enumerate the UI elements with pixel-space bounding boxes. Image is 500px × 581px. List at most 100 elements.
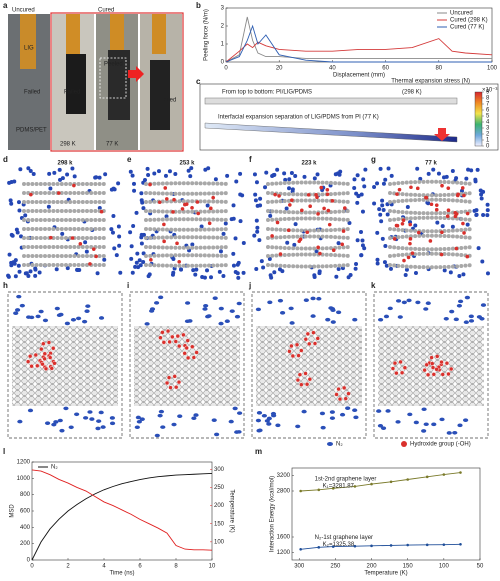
n2-molecule <box>389 173 394 178</box>
y2-tick-label: 200 <box>214 503 225 509</box>
n2-molecule <box>377 423 384 428</box>
n2-molecule <box>217 269 222 274</box>
hydroxide <box>315 195 319 200</box>
hydroxide <box>209 206 213 211</box>
n2-molecule <box>354 262 359 267</box>
n2-molecule <box>179 267 184 272</box>
hydroxide <box>288 203 292 207</box>
n2-molecule <box>28 168 33 173</box>
n2-molecule <box>132 188 137 193</box>
n2-molecule <box>413 271 418 276</box>
n2-molecule <box>406 298 412 303</box>
n2-molecule <box>200 275 205 280</box>
legend-oh <box>401 441 407 447</box>
panel-letter: f <box>249 155 252 164</box>
n2-molecule <box>160 425 166 429</box>
x-tick-label: 20 <box>276 66 283 72</box>
n2-molecule <box>379 219 384 224</box>
stress-text: Interfacial expansion separation of LIG/… <box>218 115 379 121</box>
n2-molecule <box>212 296 218 300</box>
n2-molecule <box>233 270 238 275</box>
n2-molecule <box>17 208 22 213</box>
n2-molecule <box>266 422 272 426</box>
n2-molecule <box>439 417 445 422</box>
hydroxide <box>157 200 162 205</box>
n2-molecule <box>100 425 106 429</box>
stress-title: Thermal expansion stress (N) <box>391 79 470 85</box>
n2-molecule <box>70 317 77 322</box>
hydroxide <box>341 229 346 233</box>
hydroxide <box>440 372 445 377</box>
n2-molecule <box>93 175 98 180</box>
n2-molecule <box>167 169 172 174</box>
n2-molecule <box>64 321 70 326</box>
n2-molecule <box>257 238 262 243</box>
photo-label: Uncured <box>12 8 35 14</box>
n2-molecule <box>355 238 360 243</box>
panel-letter: a <box>3 1 8 10</box>
hydroxide <box>149 258 153 262</box>
hydroxide <box>175 241 179 246</box>
snapshot-frame <box>251 291 367 439</box>
n2-molecule <box>231 251 236 256</box>
n2-molecule <box>13 258 18 263</box>
colorbar-label: 7 <box>486 102 490 108</box>
n2-molecule <box>277 298 284 303</box>
n2-molecule <box>89 417 95 421</box>
n2-molecule <box>236 301 242 306</box>
snapshot-title: 253 k <box>179 161 195 167</box>
n2-molecule <box>446 431 452 435</box>
hydroxide <box>453 214 458 219</box>
y-tick-label: 800 <box>20 492 31 498</box>
marker <box>425 543 429 547</box>
n2-molecule <box>315 172 320 177</box>
n2-molecule <box>170 272 175 277</box>
marker <box>459 542 462 546</box>
n2-molecule <box>423 307 429 311</box>
n2-molecule <box>252 233 257 238</box>
hydroxide <box>392 237 397 241</box>
n2-molecule <box>338 169 343 174</box>
hydroxide <box>337 396 343 402</box>
n2-molecule <box>360 209 365 214</box>
graphene-row <box>144 245 230 250</box>
hydroxide <box>461 221 465 226</box>
photo-label: 77 K <box>106 142 118 148</box>
hydroxide <box>434 367 439 372</box>
hydroxide <box>400 222 405 226</box>
marker <box>331 545 335 548</box>
n2-molecule <box>444 174 449 179</box>
n2-molecule <box>302 174 307 179</box>
n2-molecule <box>37 270 42 275</box>
n2-molecule <box>440 224 445 229</box>
hydroxide <box>181 332 186 338</box>
n2-molecule <box>190 242 195 247</box>
n2-molecule <box>353 266 358 271</box>
y-tick-label: 600 <box>20 509 31 515</box>
n2-molecule <box>336 266 341 271</box>
x-tick-label: 6 <box>138 564 142 570</box>
graphene-row <box>266 234 352 240</box>
n2-molecule <box>348 272 353 277</box>
n2-molecule <box>481 213 486 218</box>
hydroxide <box>429 202 434 207</box>
marker <box>299 547 302 551</box>
n2-molecule <box>375 230 380 235</box>
n2-molecule <box>480 303 487 307</box>
n2-molecule <box>360 243 365 248</box>
graphene-row <box>144 263 230 268</box>
n2-molecule <box>211 418 217 422</box>
n2-molecule <box>413 420 419 425</box>
hydroxide <box>445 214 450 219</box>
hydroxide <box>415 186 420 191</box>
n2-molecule <box>449 309 455 314</box>
hydroxide <box>190 205 194 210</box>
n2-molecule <box>38 309 44 314</box>
n2-molecule <box>453 317 459 322</box>
n2-molecule <box>403 273 408 278</box>
hydroxide <box>318 251 322 256</box>
n2-molecule <box>75 316 82 321</box>
hydroxide <box>43 366 49 371</box>
n2-molecule <box>385 212 390 217</box>
